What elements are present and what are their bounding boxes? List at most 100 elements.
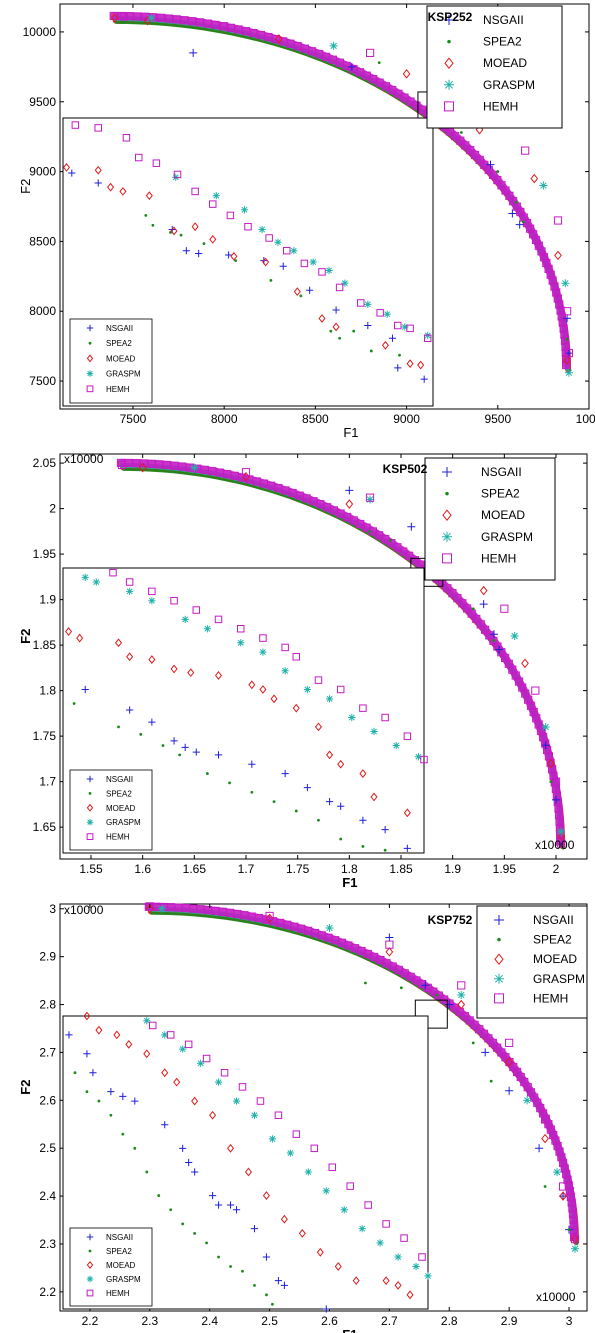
inset-point-hemh bbox=[259, 634, 267, 642]
point-hemh bbox=[551, 777, 561, 786]
inset-point-moead bbox=[148, 655, 156, 664]
hemh-front-mark bbox=[538, 1109, 548, 1118]
y-tick-label: 2.5 bbox=[39, 1141, 56, 1155]
inset-point-graspm bbox=[232, 1097, 241, 1105]
point-nsgaii bbox=[505, 1086, 514, 1095]
inset-legend-marker-spea2 bbox=[88, 1249, 92, 1253]
inset-legend-label-moead: MOEAD bbox=[106, 354, 136, 363]
point-hemh bbox=[265, 911, 274, 921]
inset-legend-label-moead: MOEAD bbox=[106, 804, 136, 813]
y-tick-label: 8000 bbox=[29, 304, 56, 318]
x-tick-label: 9000 bbox=[393, 412, 420, 426]
inset-point-moead bbox=[125, 1039, 133, 1049]
inset-point-hemh bbox=[166, 1031, 175, 1039]
inset-point-hemh bbox=[420, 755, 428, 764]
point-spea2 bbox=[567, 1228, 571, 1231]
hemh-front-mark bbox=[558, 318, 567, 327]
hemh-front-mark bbox=[405, 551, 414, 560]
inset-point-nsgaii bbox=[185, 1158, 193, 1167]
inset-point-hemh bbox=[209, 200, 217, 208]
inset-point-nsgaii bbox=[170, 737, 178, 745]
inset-point-nsgaii bbox=[394, 364, 402, 372]
point-hemh bbox=[521, 146, 530, 155]
inset-point-spea2 bbox=[250, 790, 254, 794]
inset-point-hemh bbox=[357, 299, 365, 307]
inset-point-moead bbox=[145, 191, 153, 201]
hemh-front-mark bbox=[485, 631, 494, 640]
point-spea2 bbox=[399, 986, 403, 990]
inset-point-nsgaii bbox=[281, 769, 289, 778]
hemh-front-mark bbox=[450, 1003, 459, 1012]
point-graspm bbox=[510, 632, 519, 641]
inset-point-spea2 bbox=[205, 1241, 209, 1245]
x-tick-label: 2.9 bbox=[501, 1314, 518, 1328]
inset-point-nsgaii bbox=[364, 321, 372, 330]
x-tick-label: 1.7 bbox=[238, 862, 255, 876]
legend-marker-moead bbox=[442, 509, 452, 522]
inset-point-spea2 bbox=[133, 1146, 137, 1150]
inset-point-moead bbox=[406, 1290, 414, 1300]
inset-point-hemh bbox=[403, 732, 412, 740]
hemh-front-mark bbox=[518, 683, 527, 692]
inset-point-moead bbox=[334, 1262, 342, 1271]
inset-point-hemh bbox=[244, 222, 252, 231]
hemh-front-mark bbox=[529, 230, 538, 239]
inset-point-nsgaii bbox=[182, 247, 190, 255]
inset-point-moead bbox=[173, 1077, 181, 1087]
hemh-front-mark bbox=[456, 136, 465, 145]
inset-point-hemh bbox=[170, 596, 178, 605]
inset-point-spea2 bbox=[145, 1170, 149, 1174]
point-nsgaii bbox=[486, 160, 495, 169]
inset-point-graspm bbox=[370, 727, 378, 736]
inset-point-graspm bbox=[203, 625, 211, 633]
hemh-front-mark bbox=[550, 282, 559, 291]
inset-point-nsgaii bbox=[94, 179, 102, 187]
hemh-front-mark bbox=[544, 264, 553, 273]
point-hemh bbox=[553, 216, 563, 225]
hemh-front-mark bbox=[357, 946, 366, 956]
hemh-front-mark bbox=[458, 599, 467, 608]
inset-legend-marker-hemh bbox=[86, 833, 94, 840]
hemh-front-mark bbox=[537, 247, 546, 256]
point-nsgaii bbox=[479, 600, 488, 609]
inset-point-nsgaii bbox=[195, 249, 203, 258]
inset-point-nsgaii bbox=[280, 1281, 288, 1289]
inset-legend-marker-moead bbox=[86, 803, 94, 812]
point-graspm bbox=[366, 495, 374, 504]
inset-legend bbox=[69, 769, 153, 851]
inset-series-nsgaii bbox=[65, 1031, 330, 1313]
hemh-front-mark bbox=[552, 791, 561, 800]
hemh-front-mark bbox=[480, 625, 490, 634]
inset-point-graspm bbox=[383, 310, 391, 318]
hemh-front-mark bbox=[568, 1204, 577, 1213]
inset-point-hemh bbox=[184, 1040, 193, 1049]
point-hemh bbox=[570, 1235, 580, 1244]
point-graspm bbox=[564, 368, 573, 377]
inset-point-nsgaii bbox=[131, 1097, 139, 1105]
inset-point-spea2 bbox=[329, 329, 333, 333]
inset-point-nsgaii bbox=[325, 798, 334, 806]
inset-point-nsgaii bbox=[337, 802, 345, 810]
inset-point-hemh bbox=[382, 1220, 390, 1228]
hemh-front-mark bbox=[553, 294, 562, 303]
inset-point-nsgaii bbox=[83, 1050, 91, 1058]
inset-point-spea2 bbox=[151, 223, 155, 227]
legend-label-spea2: SPEA2 bbox=[481, 487, 520, 501]
x-tick-label: 1.75 bbox=[286, 862, 310, 876]
inset-legend-marker-graspm bbox=[86, 370, 94, 377]
legend-marker-nsgaii bbox=[444, 15, 454, 25]
hemh-front-mark bbox=[562, 361, 571, 370]
point-graspm bbox=[325, 923, 334, 932]
point-spea2 bbox=[492, 639, 496, 642]
inset-point-spea2 bbox=[271, 1302, 274, 1306]
inset-legend-label-graspm: GRASPM bbox=[106, 1275, 141, 1284]
x-tick-label: 2.8 bbox=[441, 1314, 458, 1328]
point-graspm bbox=[557, 827, 566, 836]
hemh-front-mark bbox=[460, 1012, 469, 1021]
inset-point-graspm bbox=[286, 1149, 294, 1157]
y-axis-label: F2 bbox=[18, 629, 33, 644]
x-tick-label: 1.8 bbox=[341, 862, 358, 876]
x-tick-label: 7500 bbox=[120, 412, 147, 426]
legend-marker-graspm bbox=[444, 79, 454, 90]
hemh-front-mark bbox=[524, 695, 533, 704]
